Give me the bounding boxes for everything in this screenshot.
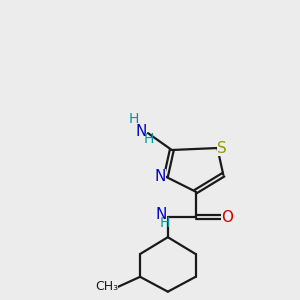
Text: H: H [160, 216, 170, 230]
Text: N: N [154, 169, 166, 184]
Text: H: H [129, 112, 139, 126]
Text: CH₃: CH₃ [95, 280, 118, 293]
Text: N: N [136, 124, 147, 139]
Text: H: H [144, 132, 154, 146]
Text: S: S [218, 140, 227, 155]
Text: N: N [155, 207, 167, 222]
Text: O: O [221, 210, 233, 225]
